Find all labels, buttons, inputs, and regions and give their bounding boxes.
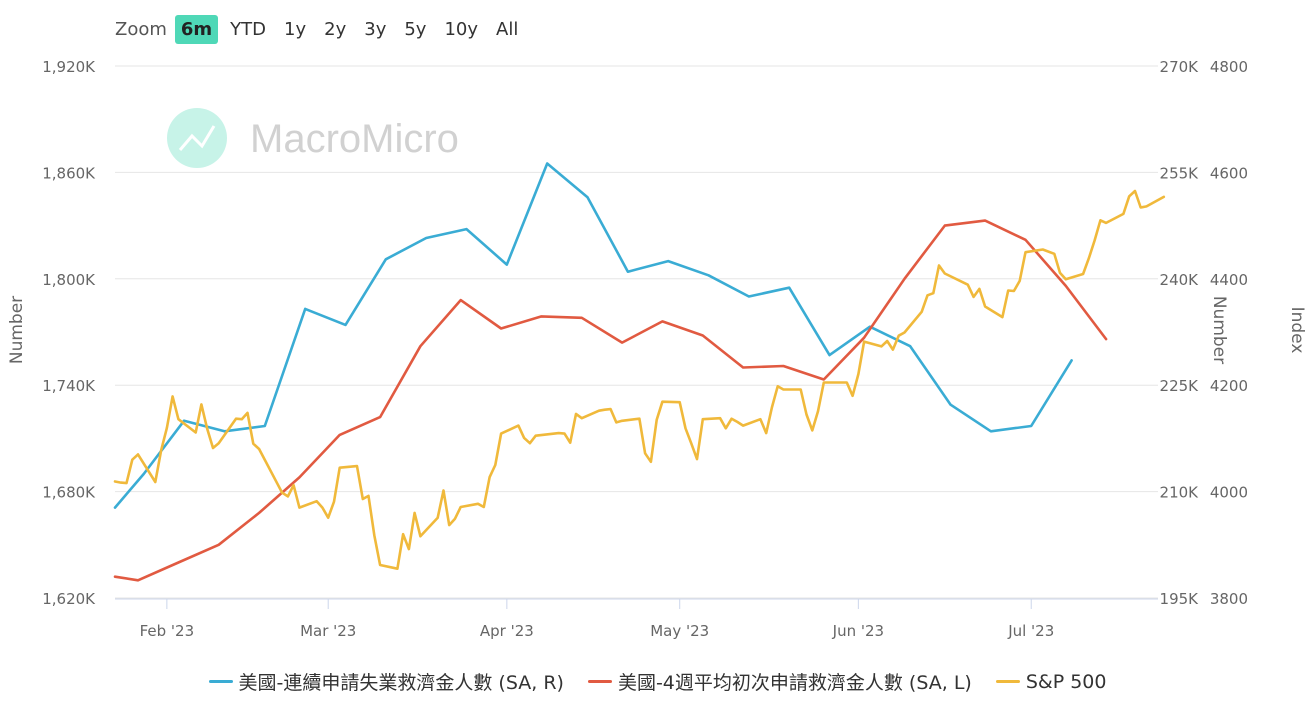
- y-right1-tick-label: 195K: [1160, 590, 1200, 608]
- y-right2-tick-label: 4600: [1210, 164, 1248, 182]
- y-right2-tick-label: 4400: [1210, 271, 1248, 289]
- watermark-text: MacroMicro: [250, 117, 459, 161]
- legend-label-initial: 美國-4週平均初次申請救濟金人數 (SA, L): [617, 672, 972, 694]
- zoom-button-3y[interactable]: 3y: [364, 18, 387, 40]
- series-line-0[interactable]: [113, 162, 1073, 509]
- legend-item-sp500[interactable]: S&P 500: [995, 670, 1107, 693]
- grid: [115, 65, 1158, 599]
- watermark: MacroMicro: [167, 108, 459, 168]
- x-tick-label: Apr '23: [480, 622, 534, 640]
- zoom-label: Zoom: [115, 18, 167, 40]
- legend-item-initial-claims[interactable]: 美國-4週平均初次申請救濟金人數 (SA, L): [587, 668, 972, 695]
- y-left-title: Number: [7, 296, 27, 364]
- y-left-tick-label: 1,860K: [42, 164, 96, 182]
- y-right1-tick-label: 210K: [1160, 484, 1200, 502]
- x-tick-label: Jun '23: [832, 622, 884, 640]
- series: [113, 162, 1166, 582]
- zoom-button-ytd[interactable]: YTD: [230, 18, 267, 40]
- x-tick-label: May '23: [650, 622, 709, 640]
- y-right2-tick-label: 4800: [1210, 58, 1248, 76]
- y-right2-tick-label: 4000: [1210, 484, 1248, 502]
- y-right2-tick-label: 3800: [1210, 590, 1248, 608]
- y-left-tick-label: 1,680K: [42, 484, 96, 502]
- y-right1-tick-label: 240K: [1160, 271, 1200, 289]
- zoom-button-6m[interactable]: 6m: [174, 14, 219, 44]
- zoom-button-10y[interactable]: 10y: [444, 18, 479, 40]
- x-tick-label: Feb '23: [140, 622, 195, 640]
- y-right2-title: Index: [1287, 307, 1307, 354]
- series-line-2[interactable]: [113, 189, 1166, 571]
- watermark-logo-mark: [178, 125, 216, 151]
- legend-label-sp500: S&P 500: [1025, 670, 1107, 693]
- y-right1-tick-label: 255K: [1160, 164, 1200, 182]
- zoom-button-2y[interactable]: 2y: [324, 18, 347, 40]
- zoom-button-5y[interactable]: 5y: [404, 18, 427, 40]
- y-right1-tick-label: 225K: [1160, 377, 1200, 395]
- legend-swatch-continued: [208, 680, 233, 683]
- zoom-bar: Zoom 6m YTD 1y 2y 3y 5y 10y All: [115, 12, 530, 46]
- y-left-tick-label: 1,620K: [42, 590, 96, 608]
- y-left-tick-label: 1,740K: [42, 377, 96, 395]
- legend-swatch-sp500: [995, 680, 1020, 683]
- x-tick-label: Mar '23: [300, 622, 356, 640]
- zoom-button-1y[interactable]: 1y: [284, 18, 307, 40]
- y-right2-tick-label: 4200: [1210, 377, 1248, 395]
- series-line-1[interactable]: [113, 219, 1108, 582]
- legend-swatch-initial: [587, 680, 612, 683]
- axes: 1,620K 195K 3800 1,680K 210K 4000 1,740K 225K 42…: [7, 58, 1307, 640]
- y-left-tick-label: 1,800K: [42, 271, 96, 289]
- watermark-logo-icon: [167, 108, 227, 168]
- legend-item-continued-claims[interactable]: 美國-連續申請失業救濟金人數 (SA, R): [208, 668, 564, 695]
- y-right1-title: Number: [1209, 296, 1229, 364]
- legend-label-continued: 美國-連續申請失業救濟金人數 (SA, R): [238, 672, 564, 694]
- y-left-tick-label: 1,920K: [42, 58, 96, 76]
- zoom-button-all[interactable]: All: [496, 18, 519, 40]
- legend: 美國-連續申請失業救濟金人數 (SA, R) 美國-4週平均初次申請救濟金人數 …: [0, 668, 1315, 695]
- y-right1-tick-label: 270K: [1160, 58, 1200, 76]
- x-tick-label: Jul '23: [1007, 622, 1054, 640]
